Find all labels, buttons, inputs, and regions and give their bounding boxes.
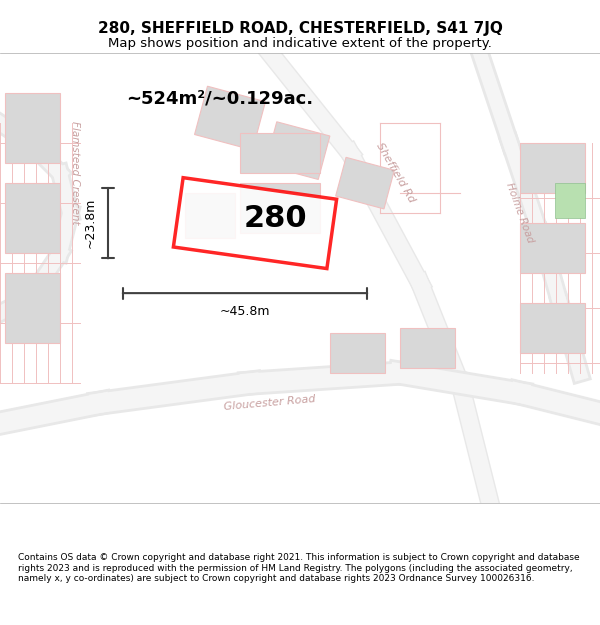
Text: Gloucester Road: Gloucester Road (224, 394, 316, 412)
Polygon shape (194, 86, 265, 150)
Text: ~45.8m: ~45.8m (220, 304, 270, 318)
Text: Contains OS data © Crown copyright and database right 2021. This information is : Contains OS data © Crown copyright and d… (18, 553, 580, 583)
Bar (520, 223, 585, 273)
Bar (185, 193, 235, 238)
Polygon shape (335, 158, 394, 209)
Bar (555, 183, 585, 218)
Text: ~23.8m: ~23.8m (83, 198, 97, 248)
Text: ~524m²/~0.129ac.: ~524m²/~0.129ac. (127, 89, 314, 107)
Bar (5, 93, 60, 163)
Text: Holme Road: Holme Road (505, 182, 536, 244)
Bar (400, 328, 455, 368)
Text: Map shows position and indicative extent of the property.: Map shows position and indicative extent… (108, 38, 492, 50)
Bar (240, 133, 320, 173)
Polygon shape (265, 122, 330, 179)
Bar (520, 303, 585, 353)
Bar (330, 333, 385, 373)
Polygon shape (173, 177, 337, 269)
Text: 280: 280 (243, 204, 307, 232)
Text: Flamsteed Crescent: Flamsteed Crescent (70, 121, 80, 225)
Bar (240, 183, 320, 233)
Bar (520, 143, 585, 193)
Bar (5, 273, 60, 343)
Text: Sheffield Rd: Sheffield Rd (374, 141, 416, 205)
Text: 280, SHEFFIELD ROAD, CHESTERFIELD, S41 7JQ: 280, SHEFFIELD ROAD, CHESTERFIELD, S41 7… (98, 21, 502, 36)
Bar (5, 183, 60, 253)
